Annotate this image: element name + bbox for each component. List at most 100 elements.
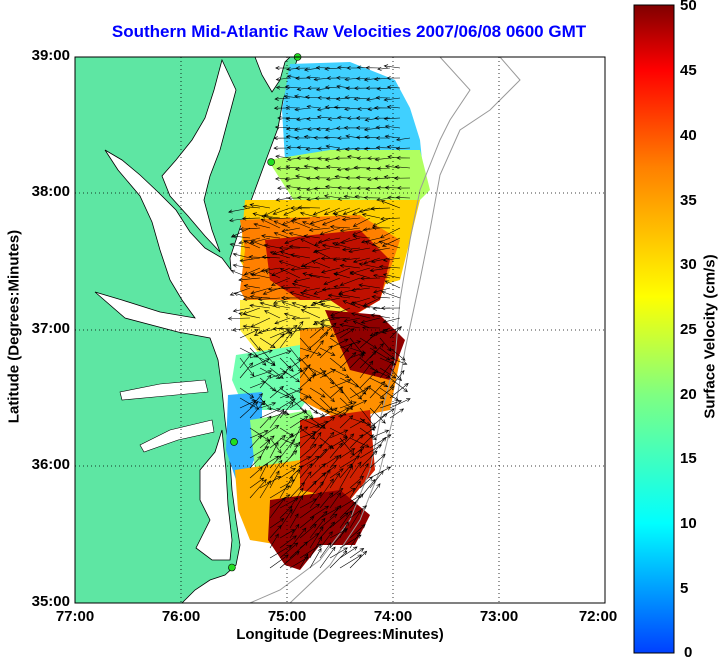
velocity-arrow	[269, 533, 279, 549]
velocity-arrow	[269, 437, 282, 454]
velocity-arrow	[382, 317, 401, 324]
velocity-arrow	[386, 105, 401, 110]
velocity-arrow	[349, 448, 363, 469]
x-tick-label: 73:00	[479, 608, 519, 625]
velocity-arrow	[309, 431, 322, 449]
velocity-arrow	[325, 144, 341, 149]
velocity-arrow	[312, 207, 331, 216]
velocity-arrow	[291, 316, 311, 321]
velocity-arrow	[230, 269, 251, 279]
velocity-arrow	[299, 543, 322, 559]
velocity-arrow	[290, 267, 311, 272]
velocity-arrow	[290, 219, 311, 229]
velocity-arrow	[359, 434, 374, 449]
velocity-arrow	[312, 301, 331, 309]
velocity-arrow	[269, 496, 286, 519]
velocity-arrow	[289, 465, 303, 479]
velocity-arrow	[296, 195, 311, 200]
velocity-arrow	[243, 267, 261, 276]
velocity-arrow	[369, 381, 386, 399]
velocity-arrow	[365, 65, 381, 70]
velocity-arrow	[379, 227, 401, 239]
velocity-arrow	[309, 332, 329, 349]
velocity-arrow	[333, 284, 351, 289]
velocity-arrow	[395, 146, 411, 151]
velocity-arrow	[300, 309, 321, 319]
velocity-arrow	[232, 307, 251, 313]
velocity-arrow	[243, 240, 261, 249]
velocity-arrow	[276, 186, 291, 191]
velocity-arrow	[373, 105, 391, 110]
radar-station-marker	[228, 563, 236, 572]
velocity-arrow	[339, 546, 358, 559]
velocity-arrow	[369, 429, 390, 439]
velocity-arrow	[299, 523, 317, 539]
x-tick-label: 72:00	[578, 608, 618, 625]
velocity-arrow	[299, 337, 312, 351]
radar-stations	[228, 53, 302, 572]
velocity-arrow	[361, 325, 381, 330]
velocity-arrow	[341, 257, 361, 262]
velocity-arrow	[285, 116, 301, 121]
velocity-arrow	[329, 407, 350, 419]
velocity-arrow	[239, 227, 261, 232]
velocity-arrow	[289, 320, 304, 339]
velocity-arrow	[279, 433, 294, 449]
velocity-arrow	[329, 442, 343, 459]
velocity-arrow	[239, 400, 257, 409]
velocity-arrow	[323, 207, 341, 215]
velocity-arrow	[331, 242, 351, 249]
velocity-arrow	[335, 156, 351, 161]
y-tick-label: 39:00	[31, 47, 70, 64]
velocity-arrow	[380, 200, 401, 209]
radar-station-marker	[267, 158, 275, 166]
radar-station-marker	[230, 438, 238, 446]
x-tick-label: 74:00	[373, 608, 413, 625]
velocity-arrow	[296, 156, 311, 161]
velocity-arrow	[269, 524, 282, 539]
velocity-arrow	[330, 307, 351, 317]
velocity-arrow	[389, 357, 408, 365]
velocity-arrow	[369, 400, 384, 419]
velocity-arrow	[279, 268, 301, 279]
velocity-arrow	[267, 287, 291, 292]
velocity-arrow	[330, 315, 351, 320]
velocity-arrow	[319, 369, 336, 379]
velocity-arrow	[305, 146, 321, 152]
velocity-arrow	[300, 257, 321, 268]
velocity-arrow	[339, 534, 362, 549]
velocity-arrow	[289, 456, 311, 469]
velocity-arrow	[349, 446, 365, 459]
velocity-arrow	[371, 225, 391, 230]
velocity-arrow	[238, 277, 261, 282]
velocity-arrow	[239, 257, 261, 263]
velocity-arrow	[269, 408, 285, 429]
velocity-arrow	[349, 548, 365, 559]
velocity-arrow	[269, 441, 279, 459]
velocity-arrow	[291, 282, 311, 289]
velocity-arrow	[232, 263, 251, 269]
velocity-arrow	[329, 505, 342, 519]
colorbar-tick: 20	[680, 386, 697, 403]
velocity-arrow	[273, 136, 291, 141]
velocity-arrow	[279, 505, 293, 519]
velocity-arrow	[359, 371, 377, 389]
velocity-arrow	[261, 255, 281, 260]
velocity-arrow	[289, 396, 309, 409]
velocity-arrow	[377, 66, 391, 71]
colorbar-tick: 45	[680, 62, 697, 79]
velocity-arrow	[369, 343, 384, 359]
land-mass	[75, 57, 299, 603]
velocity-arrow	[279, 497, 299, 509]
velocity-arrow	[360, 237, 381, 244]
velocity-arrow	[294, 94, 311, 99]
velocity-arrow	[349, 434, 364, 449]
velocity-arrow	[383, 64, 401, 69]
velocity-arrow	[279, 367, 300, 383]
velocity-arrow	[352, 320, 371, 329]
velocity-arrow	[253, 222, 271, 229]
velocity-arrow	[279, 508, 293, 529]
velocity-arrow	[333, 272, 351, 279]
velocity-arrow	[369, 267, 391, 273]
velocity-arrow	[310, 297, 331, 307]
